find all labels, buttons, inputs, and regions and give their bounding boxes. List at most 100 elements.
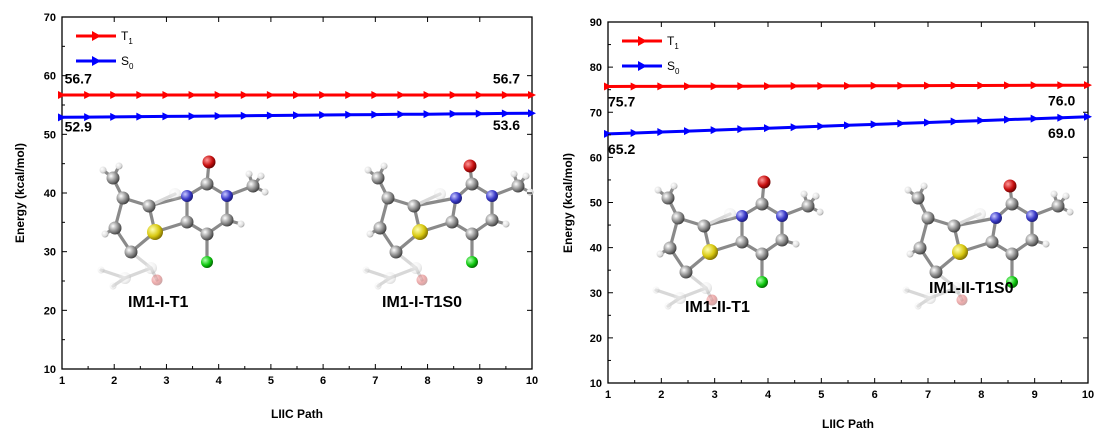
y-tick-label: 20 (590, 333, 602, 345)
data-label: 52.9 (65, 118, 92, 134)
data-point (1057, 81, 1066, 90)
atom (373, 221, 387, 235)
molecule-structure-im1-i-t1 (97, 155, 269, 290)
atom (697, 219, 711, 233)
atom (1003, 179, 1017, 193)
data-point (214, 91, 223, 100)
data-point (684, 127, 692, 136)
data-point (924, 81, 932, 90)
data-point (528, 91, 536, 100)
x-tick-label: 2 (111, 375, 117, 387)
atom (99, 166, 107, 174)
atom (202, 155, 216, 169)
atom (97, 266, 105, 274)
atom (663, 241, 677, 255)
data-point (266, 111, 275, 120)
atom (407, 199, 421, 213)
y-tick-label: 50 (590, 198, 602, 210)
molecule-structure-im1-ii-t1 (652, 175, 824, 310)
atom (416, 274, 428, 286)
atom (466, 256, 478, 268)
atom (921, 211, 935, 225)
data-point (188, 112, 197, 121)
atom (119, 272, 131, 284)
atom (510, 170, 518, 178)
x-tick-label: 10 (1082, 389, 1094, 401)
x-tick-label: 4 (765, 389, 772, 401)
atom (671, 211, 685, 225)
data-point (266, 91, 275, 100)
atom (147, 224, 163, 240)
atom (652, 286, 660, 294)
data-point (1057, 113, 1066, 122)
atom (913, 241, 927, 255)
atom (902, 286, 910, 294)
x-tick-label: 6 (872, 389, 878, 401)
data-point (1004, 81, 1012, 90)
atom (801, 199, 815, 213)
data-point (58, 113, 66, 122)
series-lines-1 (58, 91, 536, 122)
atom (1025, 233, 1039, 247)
atom (924, 292, 936, 304)
data-point (657, 128, 666, 137)
data-point (162, 112, 171, 121)
data-point (950, 117, 959, 126)
atom (522, 172, 530, 180)
atom (920, 182, 928, 190)
atom (679, 265, 693, 279)
data-point (162, 91, 171, 100)
data-point (501, 91, 510, 100)
atom (445, 215, 459, 229)
data-labels-2: 75.7 65.2 76.0 69.0 (608, 92, 1075, 156)
data-point (684, 82, 692, 91)
atom (800, 190, 808, 198)
data-point (136, 91, 145, 100)
data-point (1084, 81, 1092, 90)
data-point (423, 91, 432, 100)
data-point (345, 110, 354, 119)
data-point (657, 82, 666, 91)
y-tick-label: 90 (590, 17, 602, 29)
y-tick-label: 70 (44, 12, 56, 24)
atom (911, 191, 925, 205)
data-point (764, 82, 772, 91)
atom (906, 250, 914, 258)
x-ticks-1: 1 2 3 4 5 6 7 8 9 10 (59, 17, 538, 387)
atom (511, 179, 525, 193)
data-point (293, 91, 301, 100)
molecule-structures-1 (97, 155, 534, 290)
atom (389, 245, 403, 259)
atom (775, 233, 789, 247)
x-tick-label: 5 (268, 375, 274, 387)
atom (974, 208, 986, 220)
data-point (293, 111, 301, 120)
atom (237, 220, 245, 228)
data-point (1084, 112, 1092, 121)
legend-marker (92, 31, 101, 41)
atom (904, 186, 912, 194)
x-tick-label: 8 (978, 389, 984, 401)
data-point (528, 109, 536, 118)
data-label: 53.6 (493, 117, 520, 133)
atom (756, 276, 768, 288)
molecule-structures-2 (652, 175, 1074, 310)
data-point (817, 122, 826, 131)
x-tick-label: 2 (658, 389, 664, 401)
x-tick-label: 1 (59, 375, 65, 387)
y-tick-label: 80 (590, 62, 602, 74)
data-point (84, 113, 93, 122)
x-tick-label: 9 (477, 375, 483, 387)
atom (412, 224, 428, 240)
data-point (188, 91, 197, 100)
data-point (817, 81, 826, 90)
atom (735, 235, 749, 249)
data-point (1030, 81, 1039, 90)
x-tick-label: 4 (216, 375, 223, 387)
atom (257, 172, 265, 180)
atom (101, 230, 109, 238)
atom (990, 212, 1002, 224)
atom (674, 292, 686, 304)
data-point (710, 82, 719, 91)
data-point (110, 91, 119, 100)
